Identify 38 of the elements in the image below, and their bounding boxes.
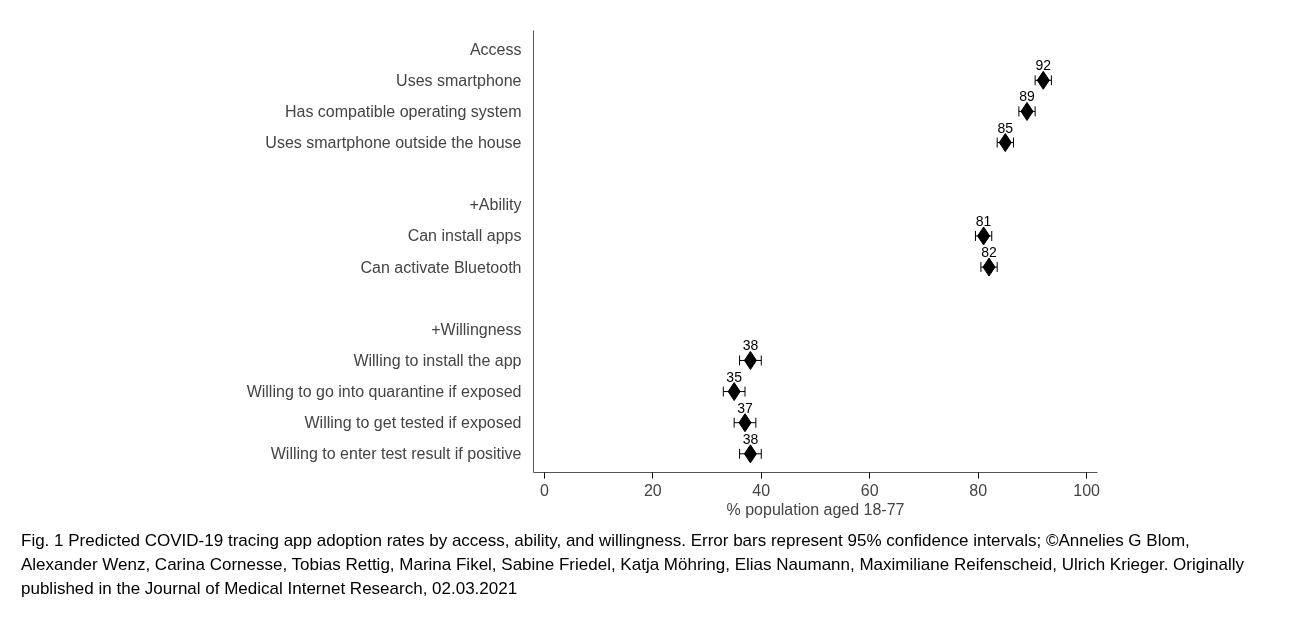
- data-label: 81: [975, 212, 992, 229]
- y-tick-label: Willing to get tested if exposed: [304, 414, 522, 432]
- data-label: 89: [1019, 88, 1035, 105]
- x-tick-label: 100: [1073, 481, 1101, 499]
- x-tick-label: 20: [643, 481, 662, 499]
- point: [982, 257, 996, 277]
- y-tick-label: Can install apps: [407, 227, 522, 245]
- y-tick-label: Can activate Bluetooth: [360, 258, 522, 276]
- y-tick-label: Uses smartphone outside the house: [265, 134, 522, 152]
- point: [743, 350, 757, 370]
- y-tick-label: Access: [469, 40, 522, 58]
- y-tick-label: +Ability: [469, 196, 522, 214]
- y-tick-label: +Willingness: [431, 320, 522, 338]
- y-tick-label: Willing to enter test result if positive: [270, 445, 522, 463]
- x-axis-title: % population aged 18-77: [726, 500, 905, 518]
- point: [1020, 101, 1034, 121]
- y-tick-label: Willing to go into quarantine if exposed: [246, 383, 522, 401]
- data-label: 82: [981, 244, 998, 261]
- y-tick-label: Uses smartphone: [396, 71, 522, 89]
- point: [998, 133, 1012, 153]
- data-label: 37: [737, 399, 753, 416]
- x-tick-label: 60: [860, 481, 879, 499]
- y-tick-label: Has compatible operating system: [284, 102, 522, 120]
- x-tick-label: 80: [969, 481, 988, 499]
- point: [738, 413, 752, 433]
- point: [977, 226, 991, 246]
- x-tick-label: 40: [752, 481, 771, 499]
- point: [1036, 70, 1050, 90]
- data-label: 85: [997, 119, 1014, 136]
- data-label: 38: [742, 430, 759, 447]
- point: [727, 382, 741, 402]
- x-tick-label: 0: [539, 481, 549, 499]
- data-label: 38: [742, 337, 759, 354]
- y-tick-label: Willing to install the app: [353, 351, 522, 369]
- data-label: 92: [1035, 57, 1052, 74]
- data-label: 35: [726, 368, 743, 385]
- caption: Fig. 1 Predicted COVID-19 tracing app adoption rates by access, ability, and willingness. Error bars represent 95% confidence intervals; ©Annelies G Blom, Alexander Wenz, Carina Cornesse, Tobias Rettig, Marina Fikel, Sabine Friedel, Katja Möhring, Elias Naumann, Maximiliane Reifenscheid, Ulrich Krieger. Originally published in the Journal of Medical Internet Research, 02.03.2021: [21, 530, 1245, 600]
- point: [743, 444, 757, 464]
